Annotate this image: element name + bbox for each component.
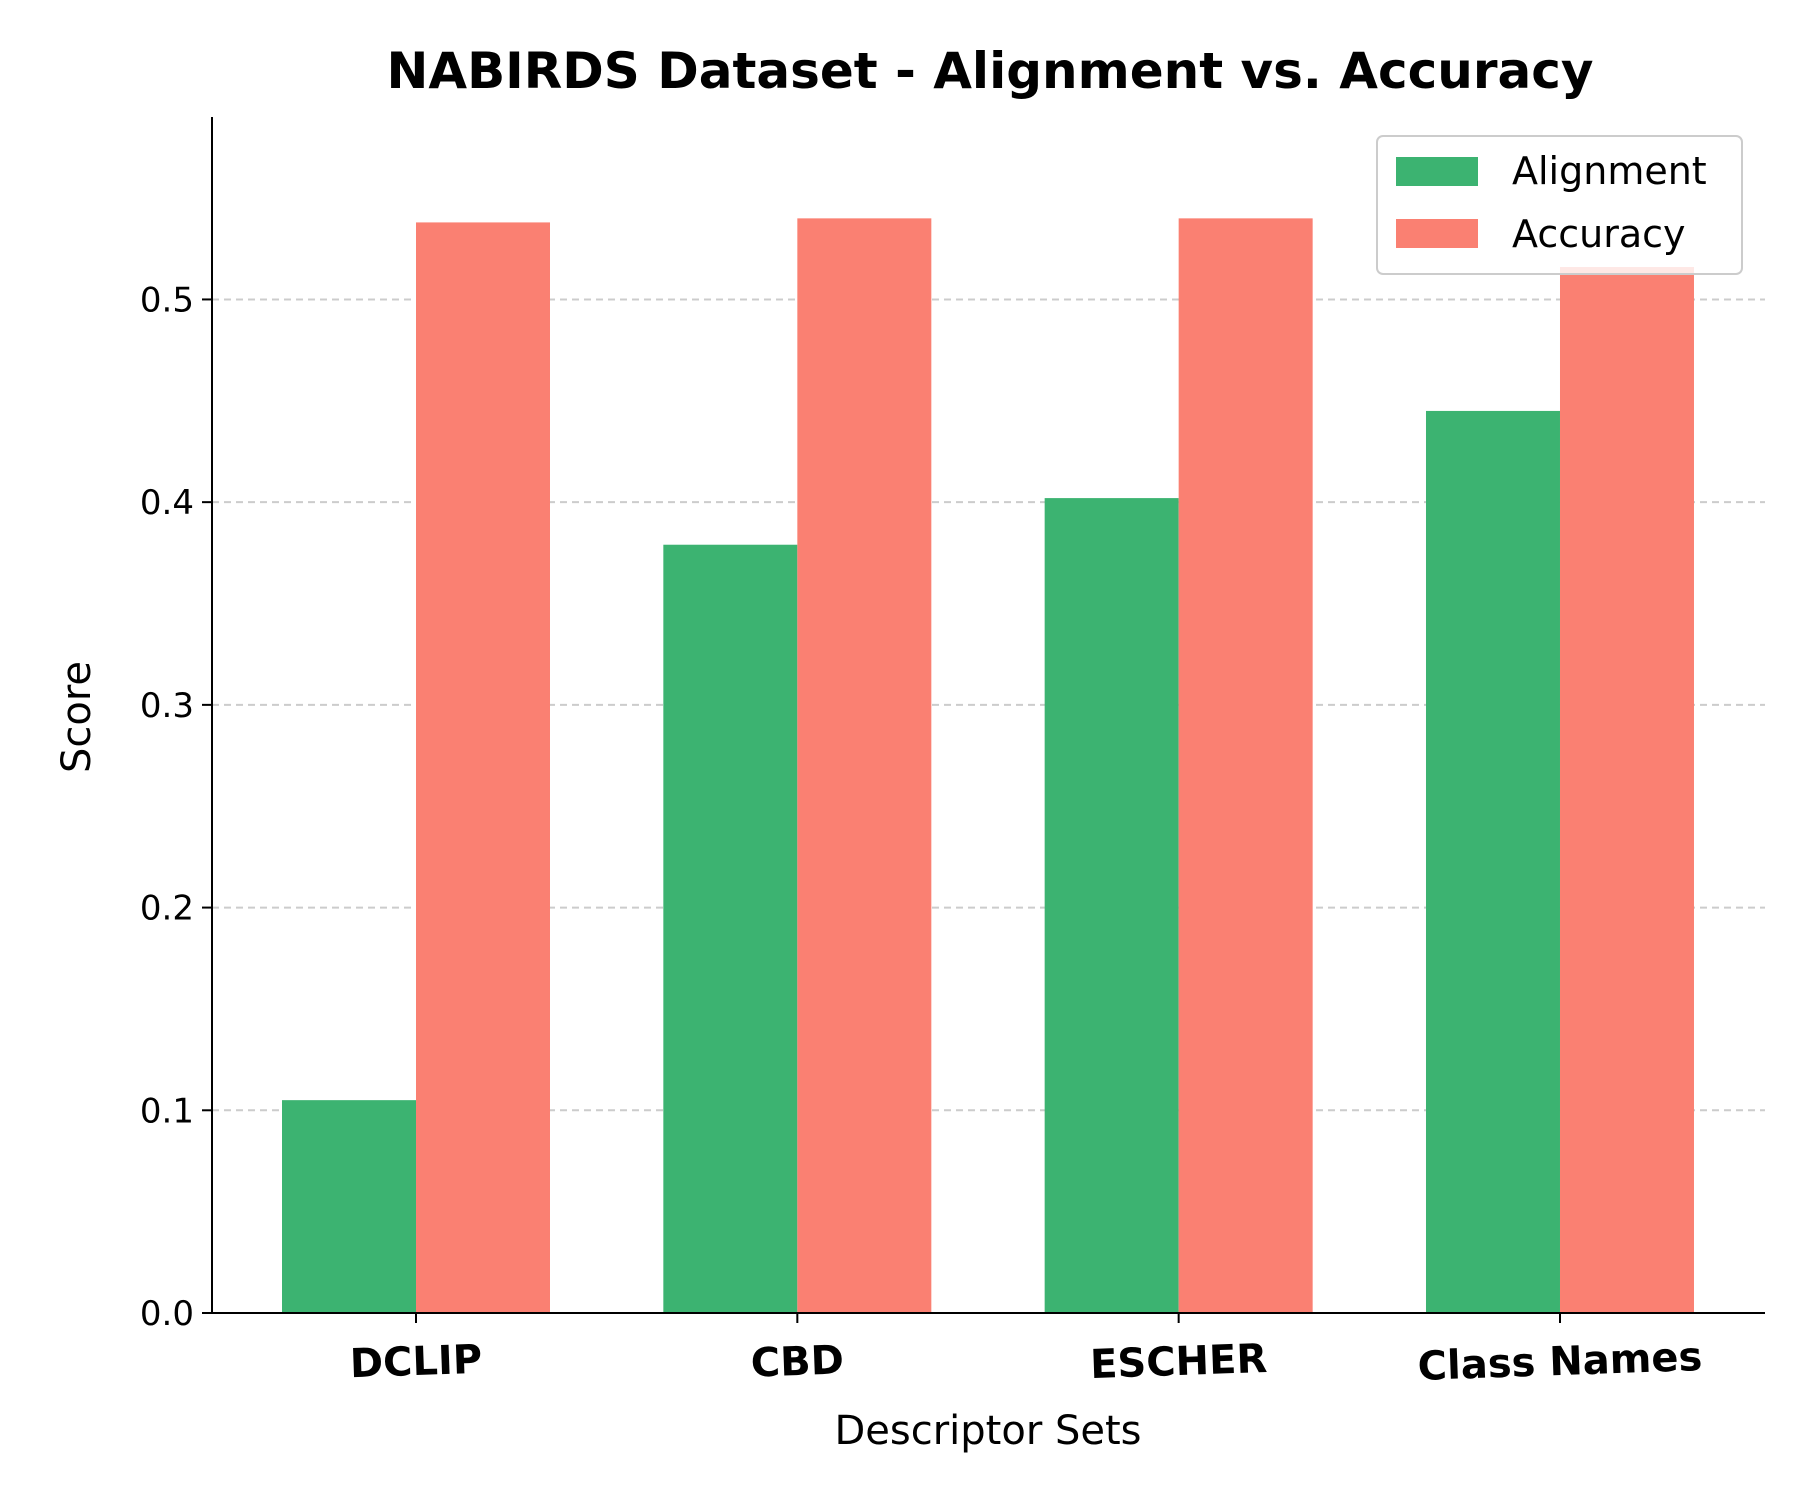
y-tick-label: 0.5	[140, 280, 194, 320]
y-tick-label: 0.0	[140, 1294, 194, 1334]
x-tick-label: CBD	[750, 1337, 845, 1386]
x-tick-label: DCLIP	[349, 1337, 483, 1388]
y-tick-label: 0.3	[140, 686, 194, 726]
bar-alignment-dclip	[282, 1100, 416, 1313]
y-ticks: 0.0 0.1 0.2 0.3 0.4 0.5	[140, 280, 212, 1334]
y-tick-label: 0.4	[140, 483, 194, 523]
x-tick-label: ESCHER	[1089, 1336, 1268, 1388]
bar-alignment-cbd	[663, 544, 798, 1313]
legend-swatch-accuracy	[1396, 219, 1478, 248]
bar-accuracy-escher	[1178, 218, 1313, 1313]
legend: Alignment Accuracy	[1376, 135, 1743, 275]
legend-label-alignment: Alignment	[1512, 149, 1707, 193]
bar-accuracy-class-names	[1559, 267, 1694, 1313]
bar-alignment-class-names	[1425, 410, 1560, 1313]
legend-label-accuracy: Accuracy	[1512, 212, 1686, 256]
y-tick-label: 0.2	[140, 889, 194, 929]
legend-swatch-alignment	[1396, 157, 1478, 186]
chart-title: NABIRDS Dataset - Alignment vs. Accuracy	[387, 42, 1594, 100]
bar-accuracy-dclip	[416, 222, 550, 1314]
bar-accuracy-cbd	[797, 218, 932, 1313]
y-axis-label: Score	[54, 661, 100, 773]
y-tick-label: 0.1	[140, 1091, 194, 1131]
bar-alignment-escher	[1044, 498, 1179, 1314]
bars	[282, 218, 1694, 1314]
axes	[211, 117, 1765, 1314]
x-axis-label: Descriptor Sets	[834, 1408, 1141, 1454]
x-tick-label: Class Names	[1417, 1334, 1703, 1390]
x-ticks: DCLIP CBD ESCHER Class Names	[349, 1313, 1703, 1390]
